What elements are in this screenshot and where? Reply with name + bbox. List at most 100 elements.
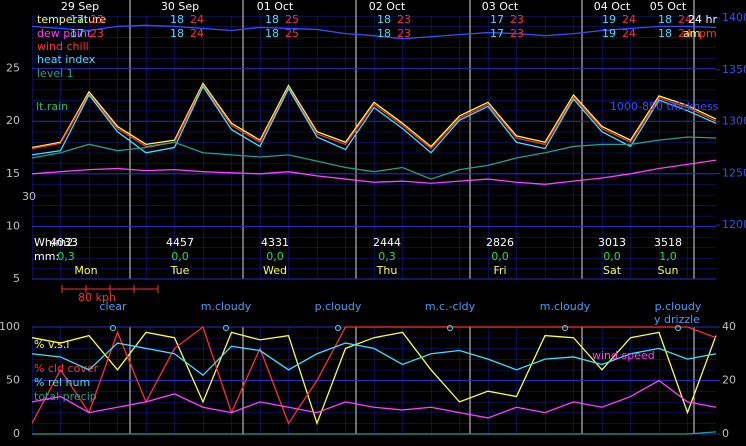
weekday: Wed [263,264,287,277]
series-line [31,82,717,149]
min-temp: 18 [170,13,184,26]
max-temp: 24 [622,27,636,40]
solar: 2826 [486,236,514,249]
weather: clear [99,300,127,313]
legend-entry: wind speed [592,349,655,362]
max-temp: 24 [190,13,204,26]
precip-label: mm: [34,250,59,263]
solar: 4457 [166,236,194,249]
legend-entry: heat index [37,53,96,66]
min-temp: 18 [658,27,672,40]
max-temp: 25 [285,27,299,40]
solar: 2444 [373,236,401,249]
min-temp: 17 [490,13,504,26]
weekday: Fri [493,264,506,277]
date-label: 03 Oct [482,0,519,13]
solar-label: Wh/m2: [34,236,77,249]
y-tick-label: 25 [6,62,20,75]
series-line [31,136,717,180]
date-label: 29 Sep [61,0,99,13]
series-line [32,431,717,435]
series-line [31,24,717,40]
y-tick-label: 100 [0,320,20,333]
y-tick-label: 5 [13,272,20,285]
weather-marker [675,325,681,331]
series-line [31,159,717,185]
max-temp: 25 [285,13,299,26]
max-temp: 24 [678,27,692,40]
legend-entry: % cld cover [34,362,99,375]
precip: 1,0 [659,250,677,263]
series-line [31,342,717,377]
max-temp: 23 [510,13,524,26]
weather: m.c.-cldy [425,300,476,313]
y2-tick-label: 20 [722,374,736,387]
series-line [31,84,717,150]
legend-entry: wind chill [37,40,89,53]
y2-tick-label: 1300 [722,115,746,128]
min-temp: 17 [70,27,84,40]
series-line [31,85,717,156]
date-label: 05 Oct [650,0,687,13]
y-tick-label: 20 [6,114,20,127]
solar: 4033 [50,236,78,249]
max-temp: 23 [90,13,104,26]
precip: 0,0 [491,250,509,263]
weather: m.cloudy [540,300,591,313]
unit: 24 hr [688,13,717,26]
wind-scale [61,285,159,293]
weather-marker [562,325,568,331]
y2-tick-label: 0 [722,427,729,440]
unit: am [683,27,700,40]
weather-marker [223,325,229,331]
max-temp: 24 [622,13,636,26]
precip: 0,0 [266,250,284,263]
annotation: lt.rain [36,100,68,113]
min-temp: 18 [658,13,672,26]
min-temp: 19 [602,27,616,40]
max-temp: 23 [397,27,411,40]
max-temp: 24 [678,13,692,26]
legend-entry: temperature [37,13,106,26]
unit: pm [699,27,717,40]
min-temp: 18 [170,27,184,40]
weather-extra: y drizzle [654,313,700,326]
precip: 0,3 [57,250,75,263]
weather-marker [335,325,341,331]
y2-tick-label: 1200 [722,218,746,231]
legend-entry: total precip [34,390,97,403]
min-temp: 19 [602,13,616,26]
precip: 0,3 [378,250,396,263]
max-temp: 23 [510,27,524,40]
precip: 0,0 [603,250,621,263]
weekday: Sun [658,264,679,277]
weekday: Tue [170,264,190,277]
precip: 0,0 [171,250,189,263]
annotation: 80 kph [78,291,116,304]
weekday: Mon [74,264,97,277]
y2-tick-label: 1400 [722,11,746,24]
y-tick-label: 50 [6,374,20,387]
weekday: Thu [376,264,398,277]
legend-entry: % v.s.i [34,338,69,351]
min-temp: 18 [377,13,391,26]
y-tick-label: 0 [13,427,20,440]
min-temp: 17 [490,27,504,40]
weekday: Sat [603,264,622,277]
series-line [31,379,717,419]
solar: 3013 [598,236,626,249]
weather: p.cloudy [315,300,362,313]
max-temp: 23 [90,27,104,40]
date-label: 30 Sep [161,0,199,13]
min-temp: 17 [70,13,84,26]
y-tick-label: 10 [6,219,20,232]
date-label: 04 Oct [594,0,631,13]
max-temp: 23 [397,13,411,26]
solar: 4331 [261,236,289,249]
y-tick-label: 15 [6,167,20,180]
weather: m.cloudy [201,300,252,313]
date-label: 02 Oct [369,0,406,13]
y2-tick-label: 1250 [722,166,746,179]
legend-entry: 1000-850 thickness [610,100,719,113]
